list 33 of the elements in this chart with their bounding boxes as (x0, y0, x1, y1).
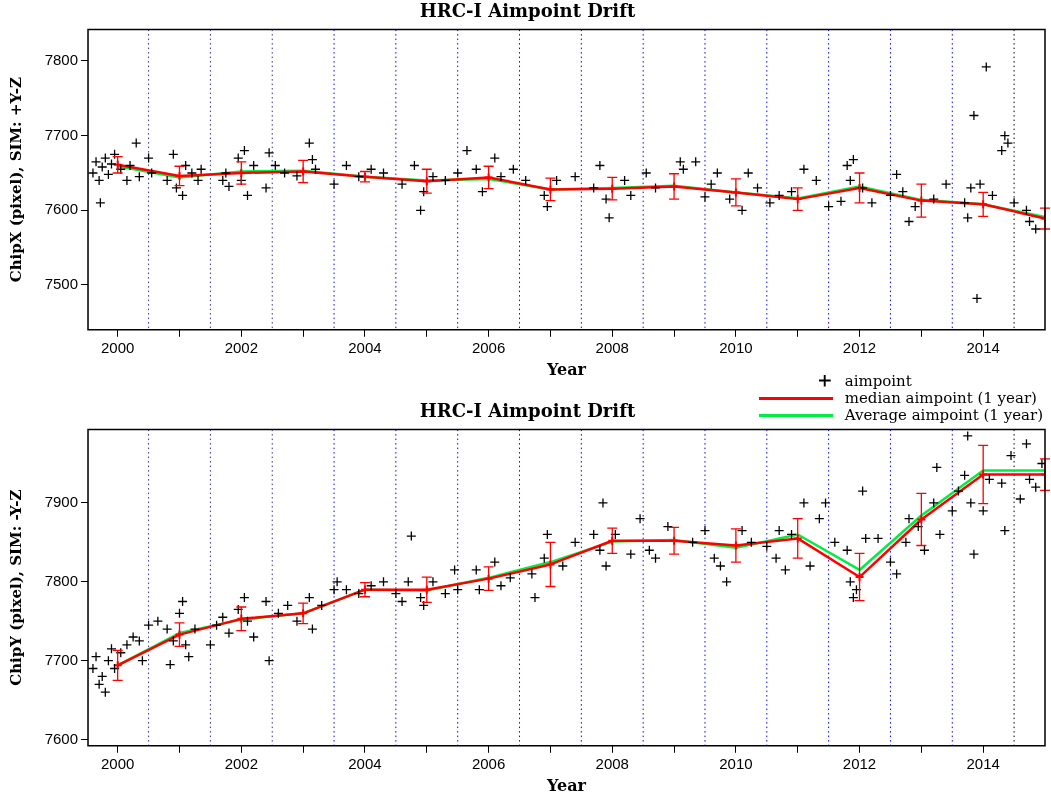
x-tick-label: 2014 (966, 338, 1000, 356)
x-tick-label: 2012 (842, 338, 877, 356)
x-tick-label: 2014 (966, 754, 1000, 772)
legend-label: aimpoint (844, 371, 912, 390)
x-tick-label: 2012 (842, 754, 877, 772)
y-axis-title: ChipX (pixel), SIM: +Y-Z (6, 77, 25, 283)
x-axis-title: Year (545, 359, 587, 379)
x-tick-label: 2004 (348, 754, 382, 772)
x-tick-label: 2006 (471, 338, 506, 356)
chart-title: HRC-I Aimpoint Drift (419, 400, 636, 422)
y-tick-label: 7700 (44, 650, 78, 668)
y-tick-label: 7900 (44, 493, 78, 511)
x-axis-title: Year (545, 775, 587, 795)
x-tick-label: 2008 (595, 338, 629, 356)
x-tick-label: 2000 (100, 754, 135, 772)
y-axis-title: ChipY (pixel), SIM: -Y-Z (6, 489, 25, 686)
x-tick-label: 2002 (224, 754, 259, 772)
legend-label: Average aimpoint (1 year) (844, 405, 1043, 424)
legend-label: median aimpoint (1 year) (844, 388, 1037, 407)
y-tick-label: 7500 (44, 275, 78, 293)
y-tick-label: 7800 (44, 51, 78, 69)
chart-title: HRC-I Aimpoint Drift (419, 0, 636, 22)
x-tick-label: 2006 (471, 754, 506, 772)
y-tick-label: 7600 (44, 729, 78, 747)
x-tick-label: 2004 (348, 338, 382, 356)
x-tick-label: 2002 (224, 338, 259, 356)
y-tick-label: 7700 (44, 125, 78, 143)
y-tick-label: 7600 (44, 200, 78, 218)
y-tick-label: 7800 (44, 571, 78, 589)
x-tick-label: 2010 (719, 754, 753, 772)
x-tick-label: 2000 (100, 338, 135, 356)
x-tick-label: 2010 (719, 338, 753, 356)
x-tick-label: 2008 (595, 754, 629, 772)
